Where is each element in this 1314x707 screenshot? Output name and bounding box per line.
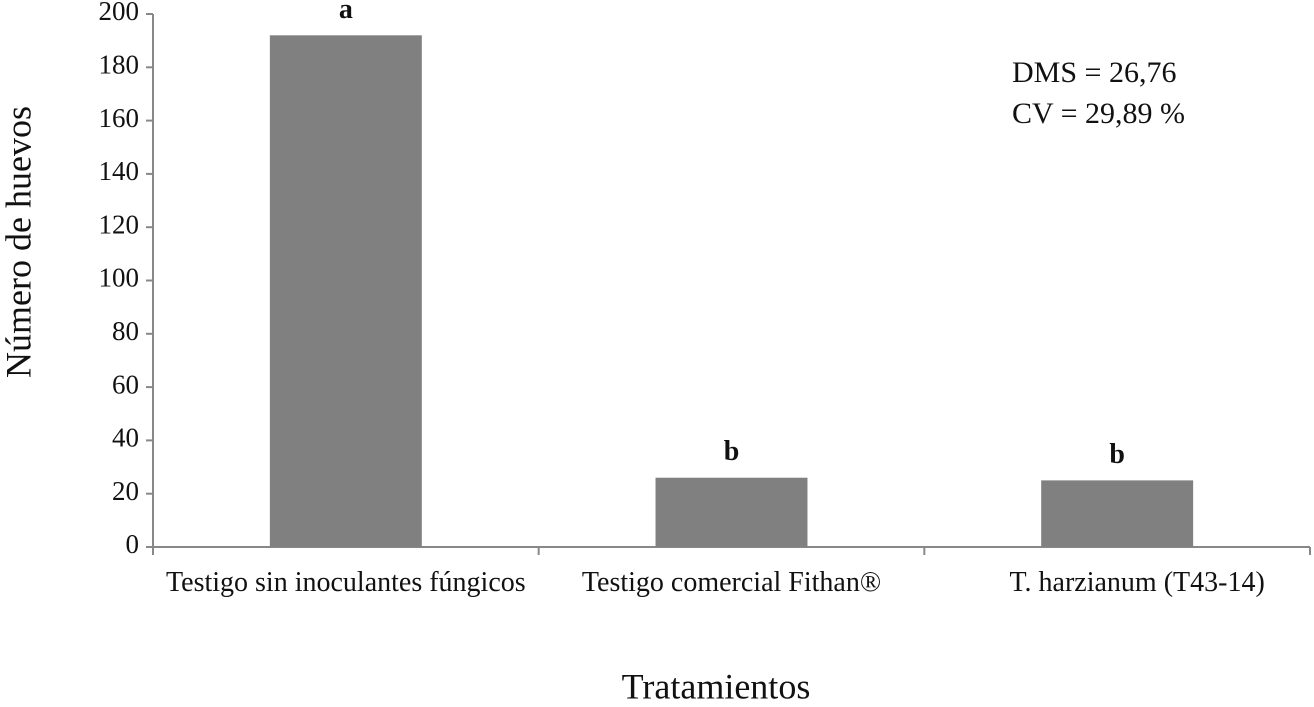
bar (1041, 480, 1194, 547)
y-tick-label: 160 (99, 103, 140, 133)
x-tick-label: T. harzianum (T43-14) (1009, 567, 1265, 598)
bar (269, 35, 422, 547)
y-tick-label: 140 (99, 156, 140, 186)
group-letter: b (724, 436, 740, 467)
x-tick-label: Testigo comercial Fithan® (581, 567, 882, 598)
x-tick-label: Testigo sin inoculantes fúngicos (166, 567, 526, 598)
y-tick-label: 100 (99, 263, 140, 293)
x-axis-title: Tratamientos (622, 666, 811, 706)
y-tick-label: 120 (99, 209, 140, 239)
bar (655, 477, 808, 547)
y-tick-label: 80 (112, 316, 139, 346)
group-letter: b (1109, 439, 1125, 470)
y-axis-title: Número de huevos (0, 106, 38, 378)
y-tick-label: 20 (112, 476, 139, 506)
y-tick-label: 200 (99, 0, 140, 26)
annotation: CV = 29,89 % (1012, 97, 1185, 130)
y-tick-label: 40 (112, 423, 139, 453)
y-tick-label: 60 (112, 369, 139, 399)
annotation: DMS = 26,76 (1012, 56, 1176, 89)
y-tick-label: 180 (99, 50, 140, 80)
y-tick-label: 0 (126, 529, 140, 559)
group-letter: a (339, 0, 353, 25)
